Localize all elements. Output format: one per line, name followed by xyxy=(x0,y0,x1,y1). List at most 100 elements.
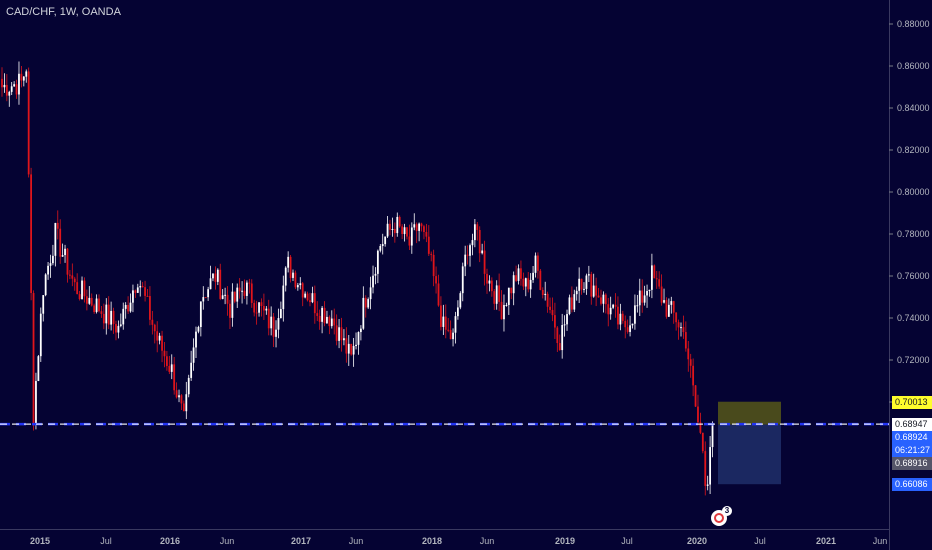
candle-body xyxy=(374,273,377,276)
candle-body xyxy=(476,224,479,230)
candle-body xyxy=(318,315,321,322)
candle-body xyxy=(209,278,212,290)
candle-body xyxy=(127,304,129,312)
candle-body xyxy=(141,286,144,288)
candle-body xyxy=(192,347,195,363)
candle-body xyxy=(478,229,481,254)
candle-body xyxy=(151,319,154,325)
x-tick-label: 2017 xyxy=(291,536,311,546)
candle-body xyxy=(287,256,290,268)
candle-body xyxy=(461,266,464,294)
candle-body xyxy=(643,295,646,303)
candle-body xyxy=(81,280,83,300)
x-tick-label: Jul xyxy=(621,536,633,546)
candle-body xyxy=(316,313,319,316)
candle-body xyxy=(486,273,488,284)
candle-body xyxy=(510,287,513,294)
candle-body xyxy=(376,250,379,274)
candle-body xyxy=(609,307,612,315)
candle-body xyxy=(532,272,534,280)
candle-body xyxy=(107,304,110,325)
candle-body xyxy=(214,273,217,282)
candle-body xyxy=(49,263,52,266)
candle-body xyxy=(10,86,13,92)
candle-body xyxy=(687,348,690,360)
candle-body xyxy=(573,294,576,310)
candle-body xyxy=(578,278,581,291)
notification-badge: 3 xyxy=(722,506,732,516)
candle-body xyxy=(136,287,139,293)
x-tick-label: 2015 xyxy=(30,536,50,546)
candle-body xyxy=(139,286,142,288)
candle-body xyxy=(265,308,268,311)
candle-body xyxy=(187,377,190,395)
candle-body xyxy=(617,306,619,325)
candle-body xyxy=(350,343,353,355)
candle-body xyxy=(1,78,3,88)
candle-body xyxy=(636,305,639,307)
y-tick-label: 0.74000 xyxy=(897,313,930,323)
candle-body xyxy=(660,286,663,303)
candle-body xyxy=(546,293,549,307)
candle-body xyxy=(246,282,248,296)
candle-body xyxy=(367,299,370,308)
candle-body xyxy=(709,447,711,485)
candle-body xyxy=(457,307,459,317)
candle-body xyxy=(408,236,411,246)
candle-body xyxy=(248,282,251,284)
candle-body xyxy=(212,273,214,279)
candle-body xyxy=(294,272,297,288)
candle-body xyxy=(59,228,62,257)
candle-body xyxy=(156,331,159,341)
candle-body xyxy=(178,395,180,398)
candle-body xyxy=(563,324,566,326)
candle-body xyxy=(100,311,103,314)
candle-body xyxy=(134,290,137,293)
candle-body xyxy=(561,325,564,351)
candle-body xyxy=(389,223,391,230)
candle-body xyxy=(505,304,508,306)
candle-body xyxy=(22,76,25,81)
candle-body xyxy=(534,255,537,273)
candle-body xyxy=(524,278,527,287)
candle-body xyxy=(76,282,79,295)
candle-body xyxy=(226,294,229,304)
candle-body xyxy=(224,294,226,296)
candle-body xyxy=(347,343,350,354)
candle-body xyxy=(672,301,675,313)
candle-body xyxy=(311,293,314,303)
candle-body xyxy=(692,365,695,386)
tradingview-logo-icon[interactable]: 3 xyxy=(711,506,732,526)
x-tick-label: 2020 xyxy=(687,536,707,546)
candle-body xyxy=(158,335,161,341)
candle-body xyxy=(403,227,406,235)
candle-body xyxy=(289,256,292,278)
candle-body xyxy=(202,297,205,302)
candle-body xyxy=(105,304,108,324)
candle-body xyxy=(483,250,486,274)
candle-body xyxy=(166,356,168,366)
candle-body xyxy=(444,316,447,330)
candle-body xyxy=(64,248,66,256)
candle-body xyxy=(357,332,360,345)
candle-body xyxy=(369,287,372,300)
candle-body xyxy=(129,302,132,312)
candle-body xyxy=(168,365,171,372)
candle-body xyxy=(93,305,96,313)
candle-body xyxy=(47,265,49,275)
candle-body xyxy=(180,395,183,404)
candle-body xyxy=(32,293,35,424)
candle-body xyxy=(69,274,71,276)
candle-body xyxy=(260,302,263,307)
chart-title: CAD/CHF, 1W, OANDA xyxy=(6,6,121,18)
candle-body xyxy=(98,298,100,312)
candle-body xyxy=(372,275,374,288)
candle-body xyxy=(612,304,614,308)
candle-body xyxy=(677,322,680,328)
x-tick-label: Jul xyxy=(100,536,112,546)
candle-body xyxy=(255,312,258,314)
candle-body xyxy=(197,326,200,332)
candle-body xyxy=(522,278,525,287)
candle-body xyxy=(680,327,682,329)
